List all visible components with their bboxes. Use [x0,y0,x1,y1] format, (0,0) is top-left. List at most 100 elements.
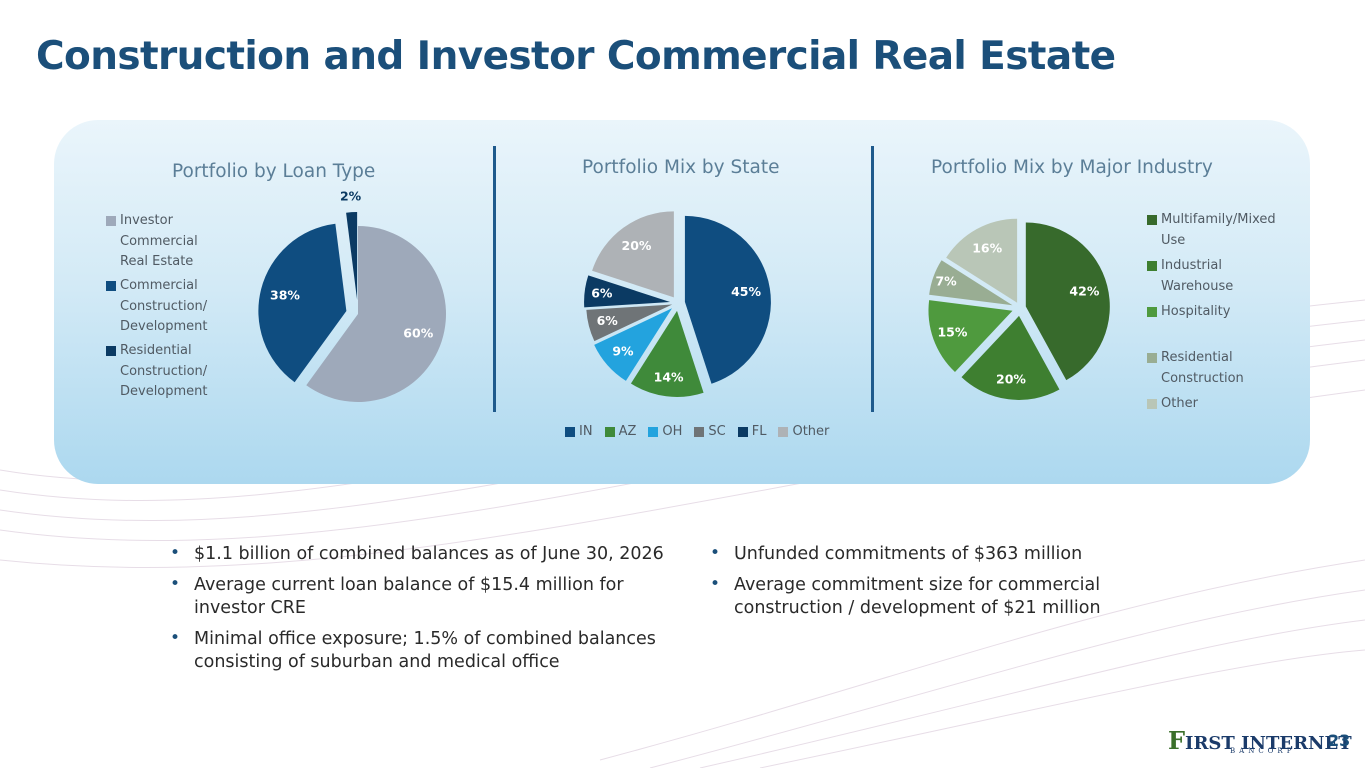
bullet-text: $1.1 billion of combined balances as of … [194,544,664,564]
legend-entry: Hospitality [1147,302,1311,323]
bullets-right: • Unfunded commitments of $363 million • Av… [708,543,1178,628]
page-title: Construction and Investor Commercial Rea… [36,34,1116,79]
pie-slice-in [684,215,771,384]
divider-left [493,146,496,412]
pie-slice-investor-commercial-real-estate [306,226,446,403]
data-label: 2% [340,188,362,203]
pie-slice-residential-construction [929,260,1013,306]
legend-label: Other [1161,396,1198,411]
legend-entry: Multifamily/Mixed Use [1147,210,1311,251]
bullet-text: Unfunded commitments of $363 million [734,544,1083,564]
data-label: 15% [937,324,967,339]
legend-entry: SC [694,424,726,439]
data-label: 60% [403,326,433,341]
bullet-dot-icon: • [170,628,181,648]
bullet-dot-icon: • [710,543,721,563]
bullet-item: • $1.1 billion of combined balances as of… [168,543,668,566]
legend-swatch [778,426,789,437]
data-label: 7% [935,273,957,288]
chart-title-industry: Portfolio Mix by Major Industry [931,157,1213,178]
pie-slice-other [592,211,674,298]
legend-swatch [1147,261,1157,271]
legend-label: Commercial Construction/Development [120,278,208,334]
legend-entry: Residential Construction/Development [106,341,250,403]
legend-entry: Commercial Construction/Development [106,276,250,338]
legend-entry: OH [648,424,682,439]
legend-label: Residential Construction [1161,350,1244,386]
legend-label: Investor Commercial Real Estate [120,213,198,269]
pie-slice-commercial-construction-development [258,223,347,383]
bullet-text: Average current loan balance of $15.4 mi… [194,575,624,618]
legend-swatch [648,426,659,437]
bullet-text: Average commitment size for commercial c… [734,575,1101,618]
legend-swatch [694,426,705,437]
legend-swatch [1147,215,1157,225]
page-number: 23 [1328,731,1351,750]
legend-state: IN AZ OH SC FL Other [565,424,829,439]
legend-label: FL [751,424,767,439]
data-label: 9% [612,344,634,359]
legend-entry: Other [1147,394,1311,415]
pie-slice-residential-construction-development [346,212,358,301]
legend-swatch [737,426,748,437]
bullet-item: • Minimal office exposure; 1.5% of combin… [168,628,668,674]
data-label: 6% [597,313,619,328]
legend-swatch [604,426,615,437]
divider-right [871,146,874,412]
pie-slice-other [946,218,1018,303]
legend-label: SC [708,424,726,439]
legend-label: Multifamily/Mixed Use [1161,212,1276,248]
legend-label: Residential Construction/Development [120,343,208,399]
legend-entry: Residential Construction [1147,348,1311,389]
bullet-text: Minimal office exposure; 1.5% of combine… [194,629,656,672]
bullet-item: • Average commitment size for commercial … [708,574,1178,620]
pie-state: 45% 14% 9% 6% 6% 20% [584,211,771,397]
company-logo: FIRST INTERNET BANCORP [1168,726,1352,756]
legend-label: Other [792,424,830,439]
pie-slice-industrial-warehouse [961,315,1060,400]
bullet-item: • Unfunded commitments of $363 million [708,543,1178,566]
legend-swatch [1147,353,1157,363]
chart-title-state: Portfolio Mix by State [582,157,780,178]
logo-sub: BANCORP [1230,747,1296,755]
bullet-dot-icon: • [170,574,181,594]
legend-label: Industrial Warehouse [1161,258,1234,294]
bullet-item: • Average current loan balance of $15.4 m… [168,574,668,620]
legend-entry: IN [565,424,593,439]
legend-swatch [1147,307,1157,317]
data-label: 16% [972,240,1002,255]
legend-entry: Other [778,424,829,439]
legend-swatch [106,346,116,356]
legend-label: IN [579,424,593,439]
bullet-dot-icon: • [170,543,181,563]
legend-swatch [106,216,116,226]
pie-slice-hospitality [928,300,1013,372]
pie-slice-az [630,310,704,397]
legend-swatch [106,281,116,291]
legend-entry: AZ [604,424,637,439]
data-label: 42% [1069,283,1099,298]
bullets-left: • $1.1 billion of combined balances as of… [168,543,668,682]
pie-industry: 42% 20% 15% 7% 16% [928,218,1110,400]
data-label: 6% [591,285,613,300]
legend-entry: Investor Commercial Real Estate [106,211,250,273]
pie-slice-fl [584,275,671,308]
chart-title-loan-type: Portfolio by Loan Type [172,161,376,182]
legend-label: Hospitality [1161,304,1231,319]
logo-name: IRST INTERNET [1185,733,1352,754]
legend-swatch [565,426,575,437]
data-label: 20% [622,238,652,253]
logo-initial: F [1168,726,1186,755]
pie-slice-oh [594,308,672,381]
legend-label: OH [662,424,683,439]
data-label: 14% [654,369,684,384]
legend-swatch [1147,399,1157,409]
data-label: 45% [731,284,761,299]
legend-label: AZ [618,424,637,439]
bullet-dot-icon: • [710,574,721,594]
legend-entry: FL [737,424,767,439]
pie-slice-sc [586,304,673,342]
pie-slice-multifamily-mixed-use [1025,222,1110,381]
data-label: 20% [996,371,1026,386]
pie-loan-type: 60% 38% 2% [258,188,446,403]
